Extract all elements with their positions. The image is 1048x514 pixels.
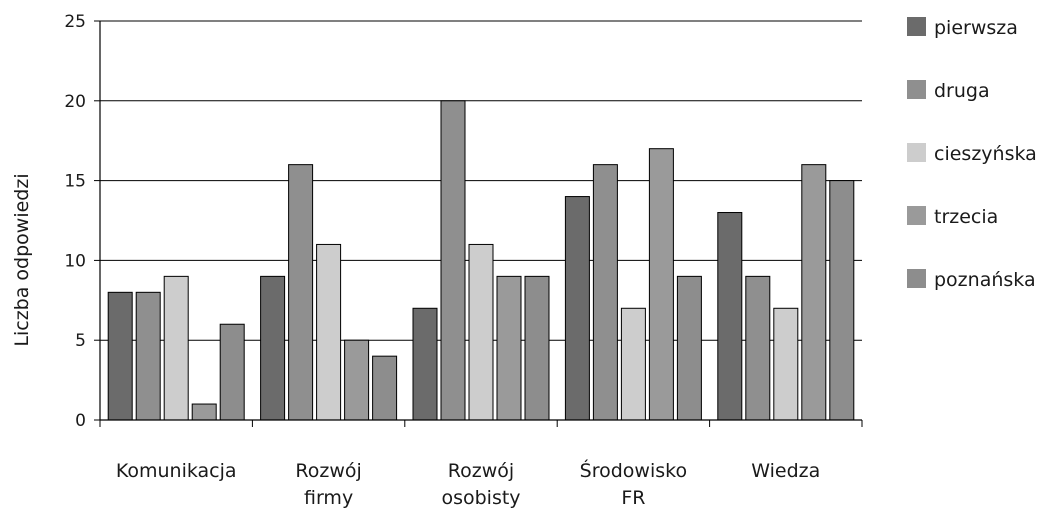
bar bbox=[717, 212, 743, 421]
category-label: Rozwój osobisty bbox=[441, 460, 520, 509]
bar bbox=[135, 291, 161, 421]
y-axis-title: Liczba odpowiedzi bbox=[11, 173, 33, 346]
category-label: Wiedza bbox=[751, 460, 820, 482]
legend-swatch bbox=[907, 80, 926, 99]
legend-label: poznańska bbox=[934, 269, 1036, 291]
bar bbox=[524, 275, 550, 421]
category-label: Rozwój firmy bbox=[295, 460, 361, 509]
bar bbox=[288, 164, 314, 421]
bar bbox=[496, 275, 522, 421]
legend-swatch bbox=[907, 206, 926, 225]
bar bbox=[773, 307, 799, 421]
bar bbox=[191, 403, 217, 421]
bar bbox=[564, 196, 590, 421]
legend-label: trzecia bbox=[934, 206, 998, 228]
bar bbox=[440, 100, 466, 421]
legend-swatch bbox=[907, 143, 926, 162]
bar bbox=[107, 291, 133, 421]
axes bbox=[94, 20, 863, 427]
category-labels: Komunikacja Rozwój firmy Rozwój osobisty Środ… bbox=[116, 458, 820, 509]
bar bbox=[316, 243, 342, 421]
y-tick-label: 5 bbox=[75, 331, 86, 351]
bars bbox=[107, 100, 855, 421]
category-label: Środowisko FR bbox=[580, 458, 687, 509]
category-label: Komunikacja bbox=[116, 460, 237, 482]
y-tick-label: 15 bbox=[64, 172, 86, 192]
legend-swatch bbox=[907, 269, 926, 288]
bar bbox=[344, 339, 370, 421]
bar bbox=[412, 307, 438, 421]
y-tick-label: 20 bbox=[64, 92, 86, 112]
y-tick-label: 10 bbox=[64, 251, 86, 271]
bar bbox=[260, 275, 286, 421]
y-tick-labels: 0 5 10 15 20 25 bbox=[64, 12, 86, 431]
bar bbox=[219, 323, 245, 421]
bar bbox=[801, 164, 827, 421]
y-tick-label: 25 bbox=[64, 12, 86, 32]
bar bbox=[372, 355, 398, 421]
bar bbox=[648, 148, 674, 421]
legend-label: druga bbox=[934, 80, 990, 102]
bar bbox=[620, 307, 646, 421]
bar bbox=[592, 164, 618, 421]
bar bbox=[829, 180, 855, 421]
legend-label: cieszyńska bbox=[934, 143, 1037, 165]
bar bbox=[745, 275, 771, 421]
legend-label: pierwsza bbox=[934, 17, 1018, 39]
legend-swatch bbox=[907, 17, 926, 36]
bar bbox=[468, 243, 494, 421]
y-tick-label: 0 bbox=[75, 411, 86, 431]
bar bbox=[676, 275, 702, 421]
bar bbox=[163, 275, 189, 421]
legend: pierwsza druga cieszyńska trzecia poznańska bbox=[907, 17, 1037, 291]
